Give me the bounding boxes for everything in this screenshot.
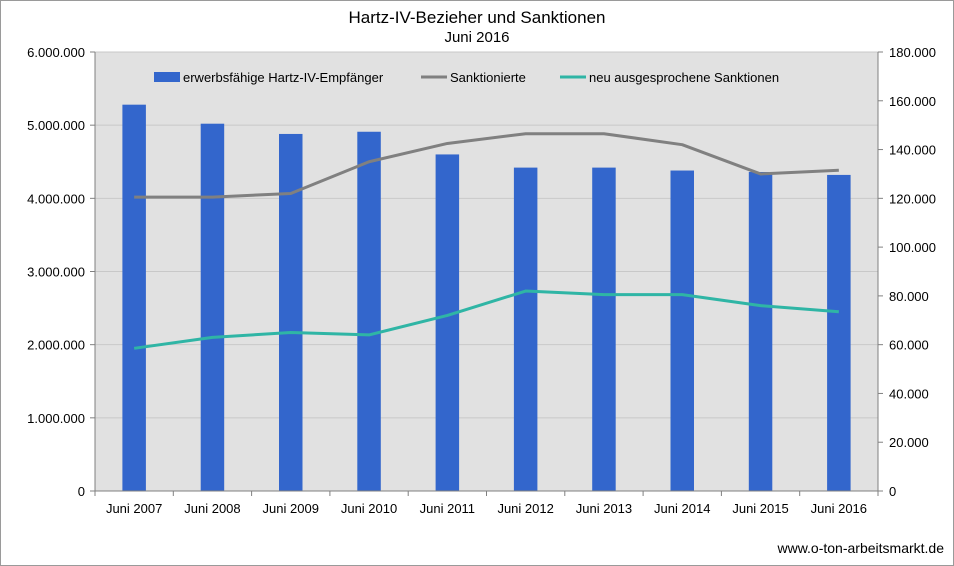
- line-series: [133, 132, 839, 350]
- y-left-tick-label: 4.000.000: [27, 191, 85, 206]
- x-tick-label: Juni 2013: [576, 501, 632, 516]
- bar: [748, 171, 773, 491]
- bar: [357, 131, 381, 492]
- bar: [279, 133, 303, 492]
- y-right-tick-label: 80.000: [889, 289, 929, 304]
- x-tick-label: Juni 2016: [811, 501, 867, 516]
- y-left-tick-label: 3.000.000: [27, 265, 85, 280]
- bar: [827, 174, 851, 492]
- bar: [200, 123, 225, 491]
- x-tick-label: Juni 2011: [420, 501, 475, 516]
- y-right-tick-label: 40.000: [889, 386, 929, 401]
- y-right-tick-label: 20.000: [889, 435, 929, 450]
- y-left-tick-label: 2.000.000: [27, 338, 85, 353]
- bar: [670, 170, 694, 491]
- bar: [435, 154, 460, 491]
- chart-subtitle: Juni 2016: [444, 29, 510, 46]
- series-line: [134, 132, 839, 199]
- bar: [122, 104, 146, 492]
- y-left-tick-label: 0: [78, 484, 85, 499]
- x-tick-label: Juni 2008: [184, 501, 240, 516]
- bar: [513, 167, 538, 491]
- series-line: [133, 289, 839, 350]
- chart-title: Hartz-IV-Bezieher und Sanktionen: [348, 8, 606, 27]
- bar-series: [122, 104, 851, 492]
- y-left-tick-label: 5.000.000: [27, 118, 85, 133]
- legend-label: Sanktionierte: [450, 70, 526, 85]
- y-right-tick-label: 160.000: [889, 94, 936, 109]
- legend-label: neu ausgesprochene Sanktionen: [589, 70, 779, 85]
- y-right-tick-label: 120.000: [889, 191, 936, 206]
- legend: erwerbsfähige Hartz-IV-Empfänger Sanktion…: [154, 70, 779, 85]
- x-tick-label: Juni 2012: [497, 501, 553, 516]
- x-tick-label: Juni 2015: [732, 501, 788, 516]
- legend-swatch: [154, 72, 180, 82]
- y-left-tick-label: 1.000.000: [27, 411, 85, 426]
- x-tick-label: Juni 2010: [341, 501, 397, 516]
- gridlines: [95, 51, 878, 419]
- y-right-tick-label: 60.000: [889, 338, 929, 353]
- source-label: www.o-ton-arbeitsmarkt.de: [777, 540, 944, 556]
- x-tick-label: Juni 2009: [263, 501, 319, 516]
- x-tick-label: Juni 2014: [654, 501, 710, 516]
- y-left-tick-label: 6.000.000: [27, 45, 85, 60]
- y-right-tick-label: 0: [889, 484, 896, 499]
- y-right-tick-label: 100.000: [889, 240, 936, 255]
- x-tick-label: Juni 2007: [106, 501, 162, 516]
- legend-label: erwerbsfähige Hartz-IV-Empfänger: [183, 70, 384, 85]
- bar: [592, 167, 616, 491]
- y-right-tick-label: 140.000: [889, 143, 936, 158]
- axes: 0 1.000.000 2.000.000 3.000.000 4.000.000 5.0…: [27, 45, 936, 516]
- y-right-tick-label: 180.000: [889, 45, 936, 60]
